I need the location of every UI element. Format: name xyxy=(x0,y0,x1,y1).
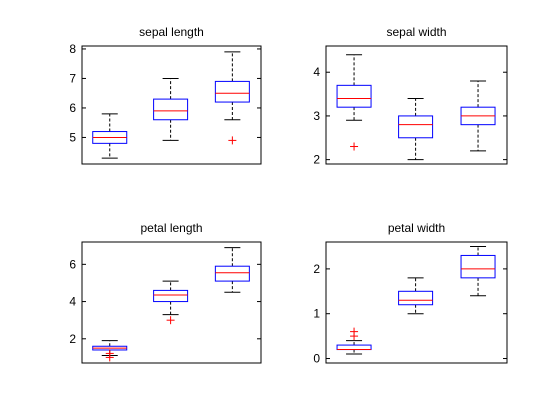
y-tick-label: 8 xyxy=(69,42,76,56)
box-group-2 xyxy=(398,97,434,161)
axes-frame xyxy=(81,45,262,165)
box-group-1 xyxy=(92,340,128,362)
iqr-box xyxy=(336,344,372,351)
subplot-title: sepal width xyxy=(386,25,446,39)
y-tick-label: 7 xyxy=(69,71,76,85)
iqr-box xyxy=(398,115,434,139)
subplot-2: petal length 2 4 6 xyxy=(69,221,262,364)
y-tick-label: 4 xyxy=(69,295,76,309)
iqr-box xyxy=(336,84,372,108)
axes-frame xyxy=(325,241,508,364)
box-group-3 xyxy=(214,51,250,145)
y-tick-label: 2 xyxy=(313,262,320,276)
iqr-box xyxy=(153,289,189,303)
y-tick-label: 1 xyxy=(313,307,320,321)
box-group-2 xyxy=(398,277,434,315)
outlier-marker xyxy=(350,327,359,336)
iqr-box xyxy=(460,254,496,279)
iqr-box xyxy=(398,290,434,306)
y-tick-label: 3 xyxy=(313,109,320,123)
y-tick-label: 5 xyxy=(69,130,76,144)
outlier-marker xyxy=(166,316,175,325)
iqr-box xyxy=(153,98,189,121)
subplot-title: petal length xyxy=(140,221,202,235)
y-tick-label: 6 xyxy=(69,101,76,115)
subplot-0: sepal length 5 6 7 8 xyxy=(69,25,262,165)
y-tick-label: 0 xyxy=(313,352,320,366)
box-group-3 xyxy=(460,80,496,152)
outlier-marker xyxy=(228,136,237,145)
outlier-marker xyxy=(350,142,359,151)
y-tick-label: 2 xyxy=(69,332,76,346)
axes-frame xyxy=(81,241,262,364)
outlier-marker xyxy=(105,349,114,358)
box-group-1 xyxy=(336,327,372,355)
y-tick-label: 2 xyxy=(313,153,320,167)
box-group-3 xyxy=(214,247,250,293)
box-group-3 xyxy=(460,245,496,297)
box-group-2 xyxy=(153,77,189,141)
subplot-title: petal width xyxy=(388,221,445,235)
subplot-1: sepal width 2 3 4 xyxy=(313,25,508,167)
axes-frame xyxy=(325,45,508,165)
y-tick-label: 4 xyxy=(313,65,320,79)
subplot-3: petal width 0 1 2 xyxy=(313,221,508,366)
y-tick-label: 6 xyxy=(69,257,76,271)
iqr-box xyxy=(214,265,250,282)
subplot-title: sepal length xyxy=(139,25,204,39)
box-group-1 xyxy=(336,54,372,151)
box-group-2 xyxy=(153,280,189,325)
iqr-box xyxy=(214,80,250,103)
box-group-1 xyxy=(92,113,128,159)
